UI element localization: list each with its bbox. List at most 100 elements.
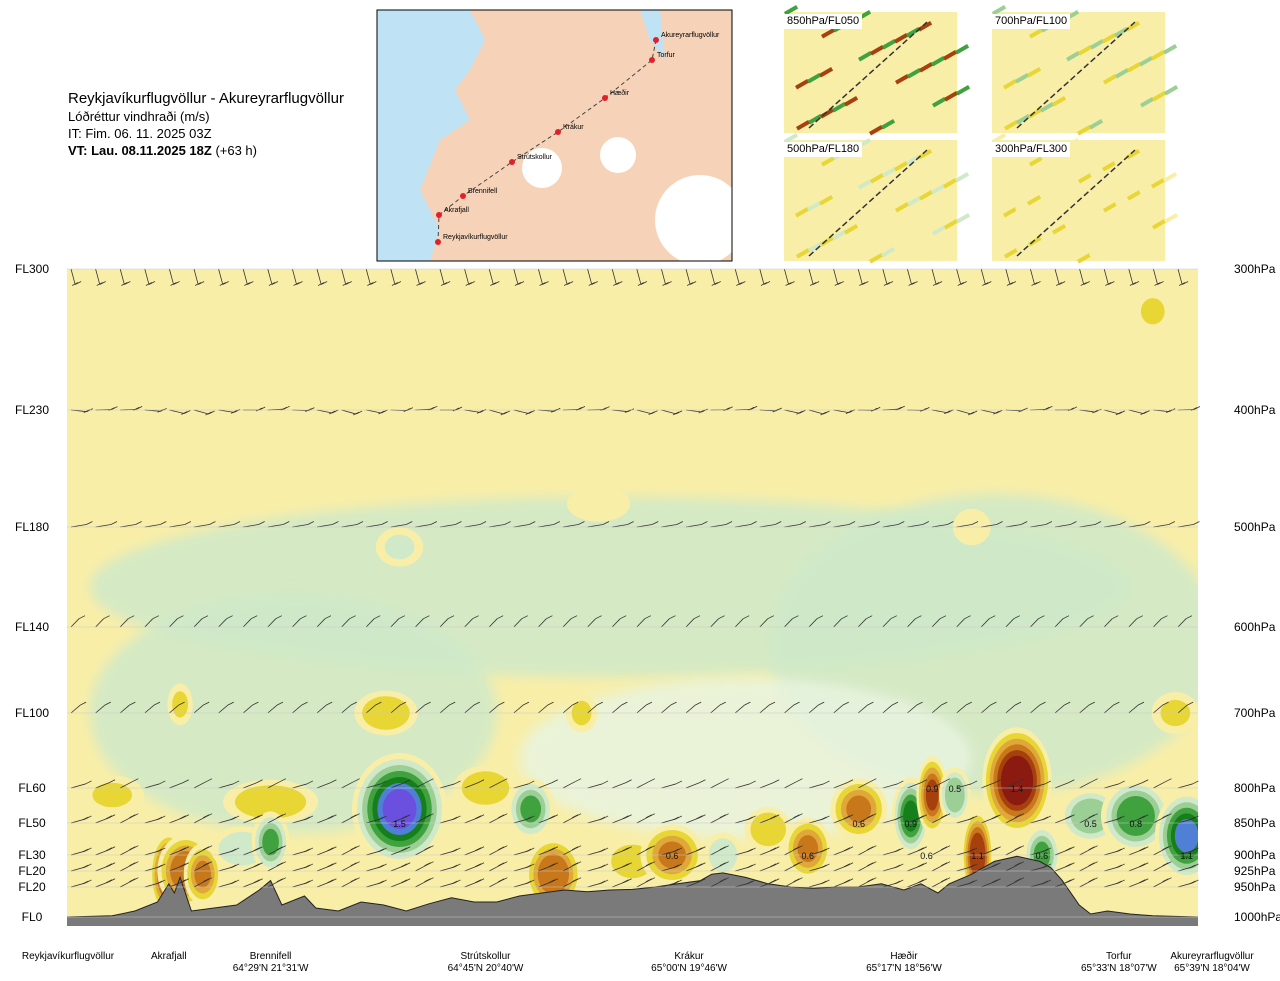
value-label: 0.9 xyxy=(926,784,939,794)
wind-barb xyxy=(1054,268,1066,286)
wind-barb xyxy=(390,615,405,628)
wind-barb xyxy=(70,879,92,888)
wind-barb xyxy=(784,409,806,415)
field-cell xyxy=(1039,457,1063,480)
wind-barb xyxy=(243,814,263,824)
wind-barb xyxy=(390,701,407,714)
wind-barb xyxy=(538,779,558,789)
wind-barb xyxy=(1030,847,1052,856)
wind-barb xyxy=(1153,813,1172,824)
waypoint-label: Hæðir 65°17'N 18°56'W xyxy=(844,951,964,975)
wind-barb xyxy=(390,521,413,528)
wind-barb xyxy=(169,615,184,628)
wind-barb xyxy=(1054,846,1075,856)
wind-barb xyxy=(95,268,106,286)
wind-barb xyxy=(489,778,508,789)
wind-barb xyxy=(365,615,381,628)
wind-barb xyxy=(833,878,854,888)
wind-barb xyxy=(907,878,927,888)
wind-barb xyxy=(882,615,897,628)
wind-barb xyxy=(636,877,656,888)
wind-barb xyxy=(931,813,951,824)
wind-barb xyxy=(366,409,388,415)
hpa-tick-label: 850hPa xyxy=(1234,816,1276,830)
wind-barb xyxy=(931,845,951,856)
wind-barb xyxy=(489,861,508,872)
wind-barb xyxy=(710,778,729,789)
wind-barb xyxy=(169,268,180,286)
wind-barb xyxy=(587,879,609,888)
wind-barb xyxy=(636,861,656,872)
wind-barb xyxy=(808,409,830,416)
wind-barb xyxy=(710,861,729,872)
wind-barb xyxy=(636,845,656,856)
wind-barb xyxy=(587,780,609,789)
waypoint-name: Brennifell xyxy=(249,951,292,962)
wind-barb xyxy=(267,877,287,888)
wind-barb xyxy=(1128,701,1145,714)
wind-barb xyxy=(316,779,337,789)
map-sea-west xyxy=(377,10,485,261)
wind-barb xyxy=(1128,615,1143,628)
wind-barb xyxy=(218,847,240,856)
wind-barb xyxy=(981,878,1001,888)
level-panel-label: 700hPa/FL100 xyxy=(992,14,1071,29)
level-panel xyxy=(992,5,1179,136)
level-panel-label: 300hPa/FL300 xyxy=(992,142,1071,157)
fl-tick-label: FL180 xyxy=(15,520,49,534)
wind-barb xyxy=(464,862,485,872)
wind-barb xyxy=(316,878,337,888)
wind-barb xyxy=(808,780,830,789)
wind-barb xyxy=(735,780,756,789)
wind-barb xyxy=(981,814,1001,824)
wind-barb xyxy=(931,701,948,714)
wind-barb xyxy=(439,847,461,856)
wind-barb xyxy=(734,268,746,286)
wind-barb xyxy=(1104,879,1125,888)
wind-barb xyxy=(390,846,411,856)
wind-barb xyxy=(1104,521,1126,528)
wind-barb xyxy=(1054,878,1075,888)
wind-barb xyxy=(759,779,780,789)
wind-barb xyxy=(1079,521,1102,528)
wind-barb xyxy=(882,863,904,872)
wind-barb xyxy=(1177,863,1199,872)
wind-barb xyxy=(120,521,142,528)
wind-barb xyxy=(882,879,904,888)
wind-barb xyxy=(292,815,314,824)
wind-barb xyxy=(981,846,1001,856)
wind-barb xyxy=(464,814,485,824)
value-label: 1.1 xyxy=(971,851,984,861)
wind-barb xyxy=(316,268,328,286)
wind-barb xyxy=(538,862,558,872)
wind-barb xyxy=(292,863,314,872)
wind-barb xyxy=(759,701,776,714)
wind-barb xyxy=(685,408,708,414)
wind-barb xyxy=(538,878,558,888)
wind-barb xyxy=(267,268,279,286)
field-cell xyxy=(194,860,212,888)
wind-barb xyxy=(390,268,402,286)
wind-barb xyxy=(488,701,505,714)
wind-barb xyxy=(243,779,263,789)
wind-barb xyxy=(1177,847,1199,856)
wind-barb xyxy=(784,615,799,628)
wind-barb xyxy=(907,615,922,628)
wind-barb xyxy=(882,847,904,856)
wind-barb xyxy=(415,845,434,856)
wind-barb xyxy=(488,615,504,628)
wind-barb xyxy=(242,615,258,628)
wind-barb xyxy=(1153,701,1169,714)
wind-barb xyxy=(341,701,357,714)
map-place-label: Hæðir xyxy=(610,89,630,97)
wind-barb xyxy=(218,615,233,628)
wind-barb xyxy=(685,615,701,628)
wind-barb xyxy=(907,814,927,824)
wind-barb xyxy=(341,845,360,856)
wind-barb xyxy=(808,879,830,888)
wind-barb xyxy=(242,268,254,286)
wind-barb xyxy=(415,778,434,789)
wind-barb xyxy=(1030,268,1041,286)
wind-barb xyxy=(759,846,780,856)
wind-barb xyxy=(661,615,676,628)
